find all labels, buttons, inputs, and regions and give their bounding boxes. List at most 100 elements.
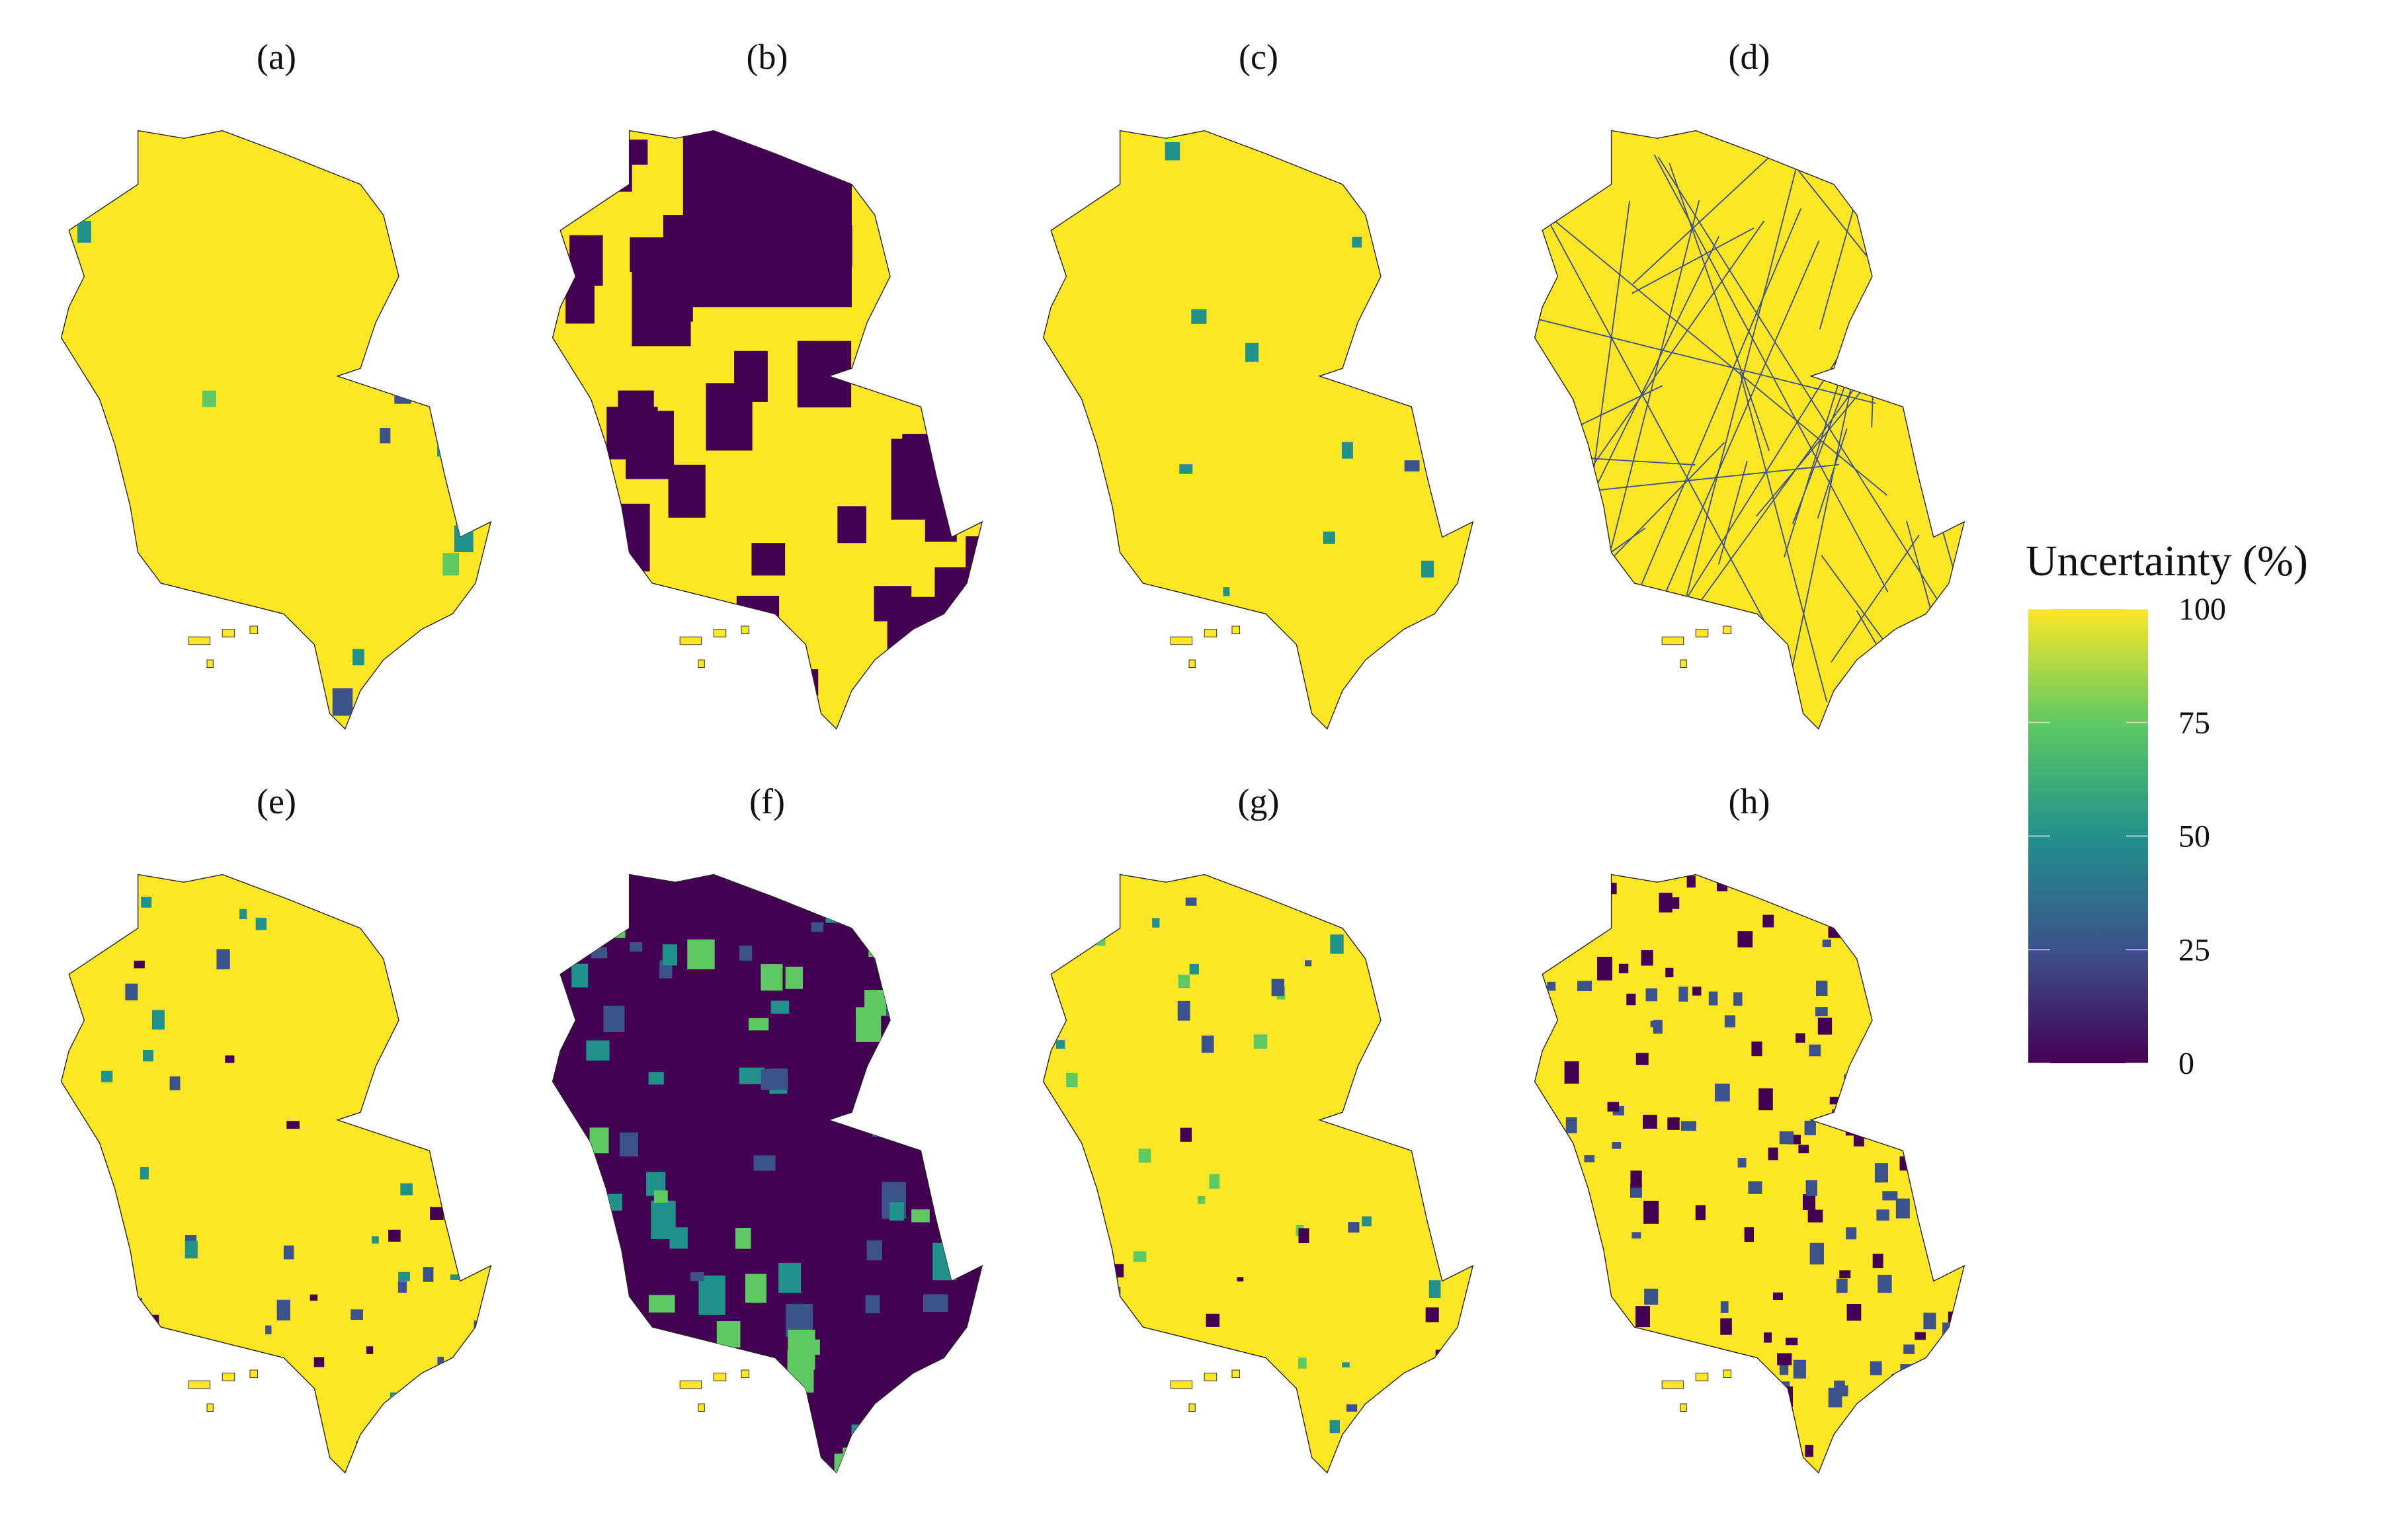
- cell: [394, 389, 411, 404]
- cell: [1395, 1396, 1410, 1412]
- cell: [477, 1038, 488, 1047]
- cell: [770, 1000, 790, 1014]
- cell: [916, 994, 930, 1009]
- road: [1631, 227, 1754, 294]
- cell: [277, 1406, 291, 1424]
- cell: [954, 1128, 970, 1151]
- island: [249, 1369, 259, 1379]
- cell: [865, 1295, 880, 1314]
- island: [1661, 1380, 1684, 1389]
- cell: [1926, 969, 1940, 981]
- cell: [1858, 928, 1868, 934]
- cell: [669, 1227, 688, 1249]
- cell: [1724, 1015, 1736, 1028]
- cell: [1627, 1424, 1641, 1441]
- cell: [1435, 999, 1444, 1009]
- cell: [971, 1129, 983, 1150]
- cell: [1689, 1360, 1702, 1373]
- cell: [1607, 883, 1617, 895]
- cell: [404, 895, 415, 910]
- cell: [964, 968, 982, 979]
- island: [1170, 1380, 1193, 1389]
- cell: [1165, 142, 1180, 161]
- road: [1657, 157, 1960, 634]
- cell: [1305, 960, 1312, 967]
- cell: [1805, 1445, 1813, 1457]
- cell: [1206, 1313, 1220, 1327]
- cell: [1714, 1083, 1730, 1102]
- island: [249, 626, 259, 635]
- cell: [889, 1202, 904, 1221]
- cell: [1342, 1362, 1350, 1367]
- cell: [125, 983, 138, 1000]
- cell: [1660, 1406, 1669, 1412]
- cell: [1564, 1061, 1579, 1084]
- cell: [441, 1057, 451, 1071]
- island: [713, 1373, 727, 1381]
- road: [1577, 220, 1765, 489]
- cell: [1428, 1280, 1441, 1299]
- cell: [1460, 1344, 1472, 1363]
- cell: [1815, 981, 1828, 996]
- cell: [1860, 1442, 1869, 1451]
- cell: [1575, 1298, 1589, 1307]
- cell: [123, 607, 134, 620]
- cell: [427, 1427, 436, 1434]
- road: [1831, 534, 1920, 663]
- cell: [968, 1006, 983, 1031]
- cell: [1678, 987, 1688, 1002]
- cell: [75, 1209, 83, 1219]
- cell: [1737, 1158, 1747, 1168]
- cell: [351, 1309, 363, 1320]
- cell: [761, 964, 783, 991]
- road: [1534, 637, 1566, 717]
- cell: [748, 1018, 769, 1031]
- island: [222, 1373, 235, 1381]
- cell: [1874, 1069, 1888, 1090]
- island: [698, 1403, 705, 1412]
- cell: [943, 908, 970, 942]
- cell: [1419, 883, 1430, 894]
- cell: [173, 1377, 183, 1388]
- cell: [265, 1325, 272, 1334]
- cell: [1157, 1422, 1167, 1432]
- cell: [1680, 1121, 1696, 1131]
- island: [1680, 659, 1687, 669]
- legend: Uncertainty (%) 0 25 50 75 100: [2026, 537, 2308, 1081]
- island: [1723, 626, 1732, 635]
- cell: [1751, 1386, 1766, 1397]
- cell: [1643, 1448, 1652, 1454]
- island: [698, 659, 705, 669]
- cell: [578, 918, 598, 934]
- cell: [917, 1427, 937, 1447]
- cell: [185, 1240, 198, 1259]
- island: [222, 629, 235, 637]
- cell: [603, 1005, 625, 1033]
- cell: [811, 922, 824, 932]
- cell: [1113, 1287, 1121, 1299]
- cell: [1198, 1196, 1206, 1204]
- cell: [653, 1190, 668, 1203]
- cell: [1237, 1277, 1244, 1281]
- cell: [1612, 1142, 1622, 1149]
- cell: [1418, 1146, 1429, 1155]
- cell: [1573, 1261, 1584, 1270]
- cell: [332, 688, 353, 716]
- cell: [1822, 939, 1832, 948]
- cell: [900, 1439, 927, 1473]
- panel-label: (a): [257, 37, 296, 77]
- cell: [1793, 1359, 1806, 1379]
- island: [188, 1380, 211, 1389]
- map: [60, 873, 492, 1474]
- cell: [579, 622, 628, 655]
- cell: [1631, 1232, 1641, 1239]
- cell: [565, 285, 595, 324]
- cell: [1887, 1098, 1899, 1115]
- cell: [872, 1122, 890, 1137]
- cell: [1804, 1120, 1816, 1135]
- cell: [400, 1183, 413, 1196]
- cell: [1423, 1398, 1434, 1409]
- cell: [101, 1071, 113, 1082]
- cell: [1874, 1163, 1888, 1183]
- tick-label: 25: [2178, 932, 2210, 967]
